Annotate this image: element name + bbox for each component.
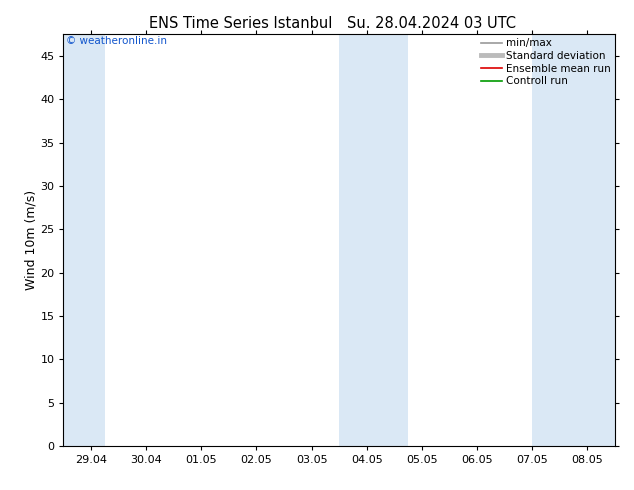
Text: ENS Time Series Istanbul: ENS Time Series Istanbul bbox=[149, 16, 333, 31]
Text: © weatheronline.in: © weatheronline.in bbox=[66, 36, 167, 47]
Y-axis label: Wind 10m (m/s): Wind 10m (m/s) bbox=[25, 190, 37, 290]
Bar bbox=[63, 34, 105, 446]
Legend: min/max, Standard deviation, Ensemble mean run, Controll run: min/max, Standard deviation, Ensemble me… bbox=[479, 36, 613, 88]
Bar bbox=[533, 34, 615, 446]
Bar bbox=[339, 34, 408, 446]
Text: Su. 28.04.2024 03 UTC: Su. 28.04.2024 03 UTC bbox=[347, 16, 515, 31]
